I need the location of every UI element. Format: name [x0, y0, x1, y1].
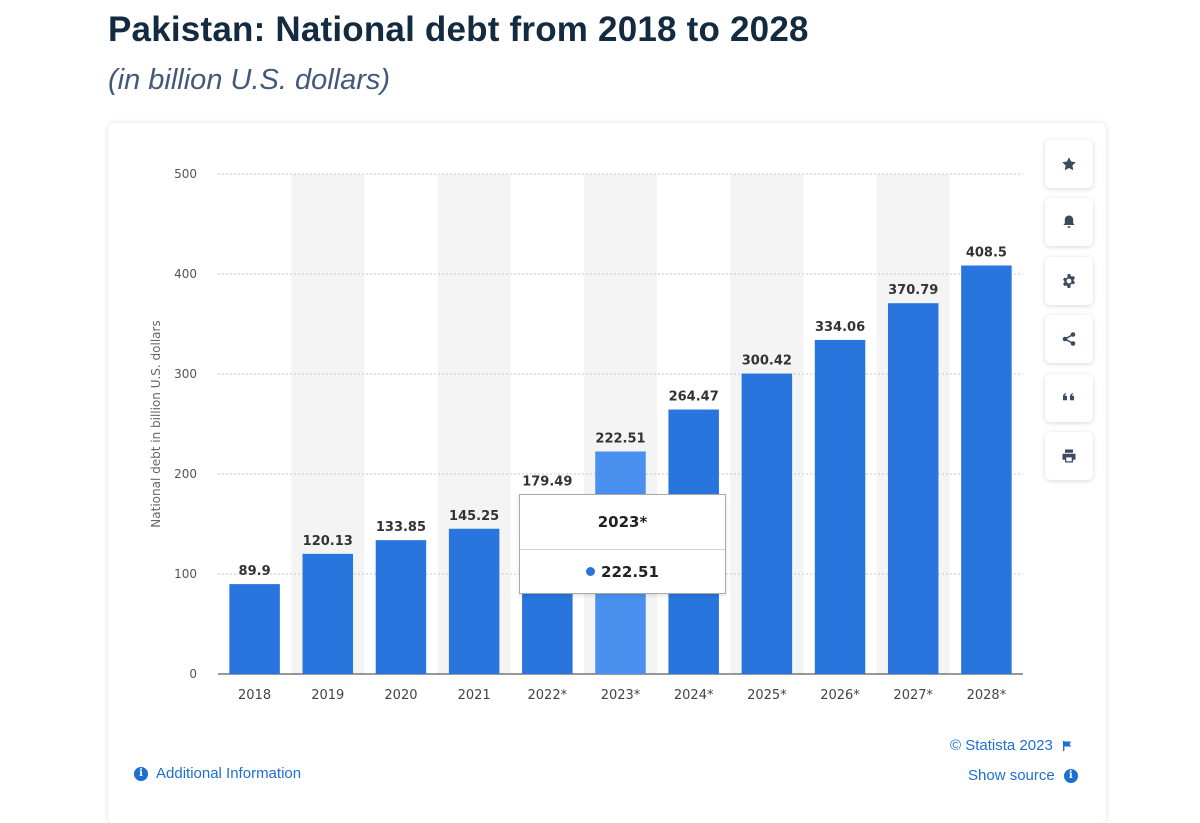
x-tick-label: 2026* — [820, 688, 860, 703]
favorite-button[interactable] — [1045, 140, 1093, 188]
bar — [814, 339, 866, 674]
settings-button[interactable] — [1045, 257, 1093, 305]
tooltip-value: 222.51 — [601, 562, 659, 581]
additional-information-link[interactable]: i Additional Information — [134, 765, 301, 782]
x-tick-label: 2025* — [747, 688, 787, 703]
bar-value-label: 300.42 — [742, 354, 792, 369]
y-tick-label: 0 — [189, 667, 197, 681]
bar-value-label: 120.13 — [303, 534, 353, 549]
y-tick-label: 300 — [174, 367, 197, 381]
x-tick-label: 2019 — [311, 688, 344, 703]
show-source-label: Show source — [968, 767, 1055, 784]
bar-value-label: 370.79 — [888, 283, 938, 298]
info-icon: i — [1063, 768, 1078, 783]
star-icon — [1062, 157, 1076, 171]
x-tick-label: 2022* — [528, 688, 568, 703]
bar — [229, 584, 280, 674]
print-icon — [1062, 449, 1076, 463]
quote-icon — [1063, 393, 1074, 401]
x-tick-label: 2018 — [238, 688, 271, 703]
bar-value-label: 222.51 — [595, 431, 645, 446]
cite-button[interactable] — [1045, 374, 1093, 422]
y-tick-label: 500 — [174, 167, 197, 181]
copyright-text: © Statista 2023 — [950, 737, 1053, 754]
y-tick-label: 200 — [174, 467, 197, 481]
bar-value-label: 133.85 — [376, 520, 426, 535]
x-tick-label: 2027* — [893, 688, 933, 703]
bell-icon — [1063, 215, 1075, 228]
x-tick-label: 2028* — [967, 688, 1007, 703]
bar-chart: 0 100 200 300 400 500 89.9 120.13 133.85 145.25 1… — [149, 167, 1023, 703]
statista-copyright-link[interactable]: © Statista 2023 — [950, 737, 1073, 754]
tooltip-category: 2023* — [520, 495, 725, 550]
flag-icon — [1062, 740, 1071, 751]
share-icon — [1062, 332, 1076, 346]
bar — [375, 540, 427, 674]
bar-value-label: 145.25 — [449, 509, 499, 524]
gear-icon — [1063, 274, 1075, 288]
series-dot-icon — [586, 567, 596, 576]
x-tick-label: 2020 — [384, 688, 417, 703]
x-tick-label: 2021 — [458, 688, 491, 703]
bar-value-label: 264.47 — [669, 390, 719, 405]
bar — [448, 528, 500, 674]
bar-value-label: 334.06 — [815, 320, 865, 335]
y-tick-label: 100 — [174, 567, 197, 581]
show-source-link[interactable]: Show source i — [968, 767, 1078, 784]
bar-value-label: 408.5 — [966, 246, 1007, 261]
bar — [741, 373, 793, 674]
chart-title: Pakistan: National debt from 2018 to 202… — [108, 10, 809, 49]
bar-value-label: 89.9 — [239, 564, 271, 579]
bar — [887, 303, 939, 674]
bar — [302, 553, 354, 674]
chart-tooltip: 2023* 222.51 — [519, 494, 726, 594]
y-axis-label: National debt in billion U.S. dollars — [149, 320, 163, 527]
x-tick-label: 2024* — [674, 688, 714, 703]
chart-subtitle: (in billion U.S. dollars) — [108, 64, 391, 96]
additional-information-label: Additional Information — [156, 765, 302, 782]
y-tick-label: 400 — [174, 267, 197, 281]
alert-button[interactable] — [1045, 198, 1093, 246]
tooltip-value-row: 222.51 — [520, 550, 725, 593]
bar-value-label: 179.49 — [522, 475, 572, 490]
bar — [961, 265, 1012, 674]
share-button[interactable] — [1045, 315, 1093, 363]
info-icon: i — [134, 766, 148, 781]
x-tick-label: 2023* — [601, 688, 641, 703]
print-button[interactable] — [1045, 432, 1093, 480]
